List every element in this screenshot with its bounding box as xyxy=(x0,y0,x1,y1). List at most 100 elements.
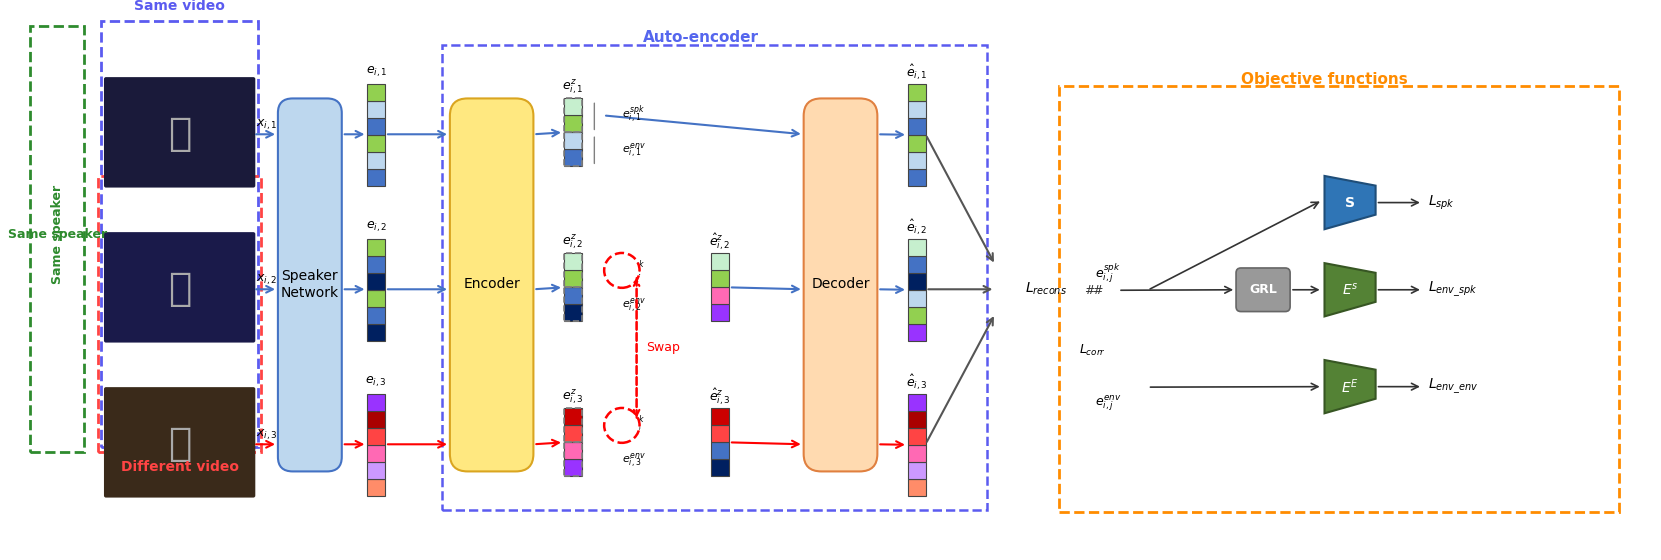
Bar xyxy=(909,169,925,185)
Text: $e^{spk}_{i,2}$: $e^{spk}_{i,2}$ xyxy=(611,261,633,280)
Text: $e_{i,3}$: $e_{i,3}$ xyxy=(365,375,387,390)
Text: 👤: 👤 xyxy=(168,425,191,463)
Bar xyxy=(563,287,581,321)
FancyBboxPatch shape xyxy=(105,232,256,343)
Text: $x_{i,1}$: $x_{i,1}$ xyxy=(256,118,277,132)
Text: $E^s$: $E^s$ xyxy=(1342,282,1359,298)
Text: $e^z_{i,2}$: $e^z_{i,2}$ xyxy=(561,232,583,251)
Text: Objective functions: Objective functions xyxy=(1241,72,1409,87)
Text: Speaker
Network: Speaker Network xyxy=(281,269,339,300)
Text: Same speaker: Same speaker xyxy=(51,184,63,283)
Bar xyxy=(367,290,385,307)
Bar xyxy=(367,239,385,256)
Bar xyxy=(909,290,925,307)
Bar xyxy=(909,84,925,101)
Text: $L_{recons}$: $L_{recons}$ xyxy=(1025,281,1066,297)
Text: $\hat{e}_{i,2}$: $\hat{e}_{i,2}$ xyxy=(905,217,927,237)
Bar xyxy=(30,26,85,452)
Text: Same video: Same video xyxy=(135,0,226,13)
Text: $e^z_{i,1}$: $e^z_{i,1}$ xyxy=(561,77,583,96)
Text: $\hat{e}^z_{i,3}$: $\hat{e}^z_{i,3}$ xyxy=(709,386,731,407)
Bar xyxy=(563,99,581,132)
Bar xyxy=(909,462,925,479)
Text: $L_{env\_env}$: $L_{env\_env}$ xyxy=(1428,377,1478,396)
Text: $e^{spk}_{i,3}$: $e^{spk}_{i,3}$ xyxy=(611,416,633,435)
Bar xyxy=(909,479,925,496)
Bar xyxy=(563,270,581,287)
Polygon shape xyxy=(1324,360,1375,413)
Text: $e^{spk}_{i,1}$: $e^{spk}_{i,1}$ xyxy=(621,104,644,127)
Bar xyxy=(563,254,581,270)
Bar xyxy=(909,118,925,135)
Bar xyxy=(367,118,385,135)
Text: $e^{spk}_{i,2}$: $e^{spk}_{i,2}$ xyxy=(621,259,644,282)
Text: $L_{spk}$: $L_{spk}$ xyxy=(1428,193,1455,212)
Text: Swap: Swap xyxy=(646,342,681,354)
Bar xyxy=(442,45,987,510)
Bar xyxy=(909,324,925,340)
Bar xyxy=(711,254,729,270)
Bar xyxy=(367,135,385,152)
Text: Same speaker: Same speaker xyxy=(8,227,106,241)
Bar xyxy=(909,256,925,273)
Text: $L_{corr}$: $L_{corr}$ xyxy=(1080,343,1106,358)
Text: $e^{env}_{i,j}$: $e^{env}_{i,j}$ xyxy=(1095,394,1121,413)
Text: $e^{env}_{i,3}$: $e^{env}_{i,3}$ xyxy=(621,452,646,470)
Bar xyxy=(563,304,581,321)
Bar xyxy=(101,21,257,447)
Text: $x_{i,2}$: $x_{i,2}$ xyxy=(256,272,277,287)
Bar xyxy=(367,101,385,118)
Bar xyxy=(909,394,925,411)
Text: Auto-encoder: Auto-encoder xyxy=(643,30,759,45)
Bar xyxy=(367,411,385,428)
Text: 👤: 👤 xyxy=(168,115,191,153)
Bar xyxy=(711,270,729,287)
Bar xyxy=(367,445,385,462)
Text: $\hat{e}_{i,3}$: $\hat{e}_{i,3}$ xyxy=(905,372,927,392)
Bar xyxy=(909,273,925,290)
Text: $e^{env}_{i,2}$: $e^{env}_{i,2}$ xyxy=(621,297,646,315)
Bar xyxy=(909,307,925,324)
Bar xyxy=(367,169,385,185)
Bar xyxy=(563,99,581,115)
Text: $\hat{e}^z_{i,2}$: $\hat{e}^z_{i,2}$ xyxy=(709,231,731,252)
Bar xyxy=(563,115,581,132)
Text: $e^{env}_{i,1}$: $e^{env}_{i,1}$ xyxy=(621,142,646,160)
Bar xyxy=(367,479,385,496)
FancyBboxPatch shape xyxy=(105,77,256,188)
Text: Decoder: Decoder xyxy=(811,277,870,291)
Bar xyxy=(367,462,385,479)
Text: S: S xyxy=(1345,195,1355,209)
Bar xyxy=(909,135,925,152)
Text: $e_{i,1}$: $e_{i,1}$ xyxy=(365,65,387,80)
Bar xyxy=(909,411,925,428)
Bar xyxy=(563,408,581,442)
Polygon shape xyxy=(1324,263,1375,316)
Bar xyxy=(909,428,925,445)
FancyBboxPatch shape xyxy=(450,99,533,472)
Text: $e^z_{i,3}$: $e^z_{i,3}$ xyxy=(561,388,583,407)
Text: $x_{i,3}$: $x_{i,3}$ xyxy=(256,427,277,442)
Bar xyxy=(563,426,581,442)
Bar xyxy=(367,428,385,445)
Bar xyxy=(563,408,581,426)
Text: $\#\!\#$: $\#\!\#$ xyxy=(1083,284,1103,297)
Text: $e^{spk}_{i,3}$: $e^{spk}_{i,3}$ xyxy=(621,414,644,436)
Bar xyxy=(1060,86,1619,512)
Bar xyxy=(367,273,385,290)
Bar xyxy=(563,254,581,287)
Bar xyxy=(563,442,581,459)
FancyBboxPatch shape xyxy=(804,99,877,472)
Bar xyxy=(563,132,581,166)
Bar xyxy=(98,176,261,452)
Text: $\hat{e}_{i,1}$: $\hat{e}_{i,1}$ xyxy=(905,63,927,82)
Text: Encoder: Encoder xyxy=(463,277,520,291)
Bar xyxy=(367,307,385,324)
Bar xyxy=(367,152,385,169)
Bar xyxy=(711,408,729,426)
Bar xyxy=(367,394,385,411)
FancyBboxPatch shape xyxy=(105,387,256,498)
Bar xyxy=(367,256,385,273)
Bar xyxy=(367,324,385,340)
Bar xyxy=(563,287,581,304)
